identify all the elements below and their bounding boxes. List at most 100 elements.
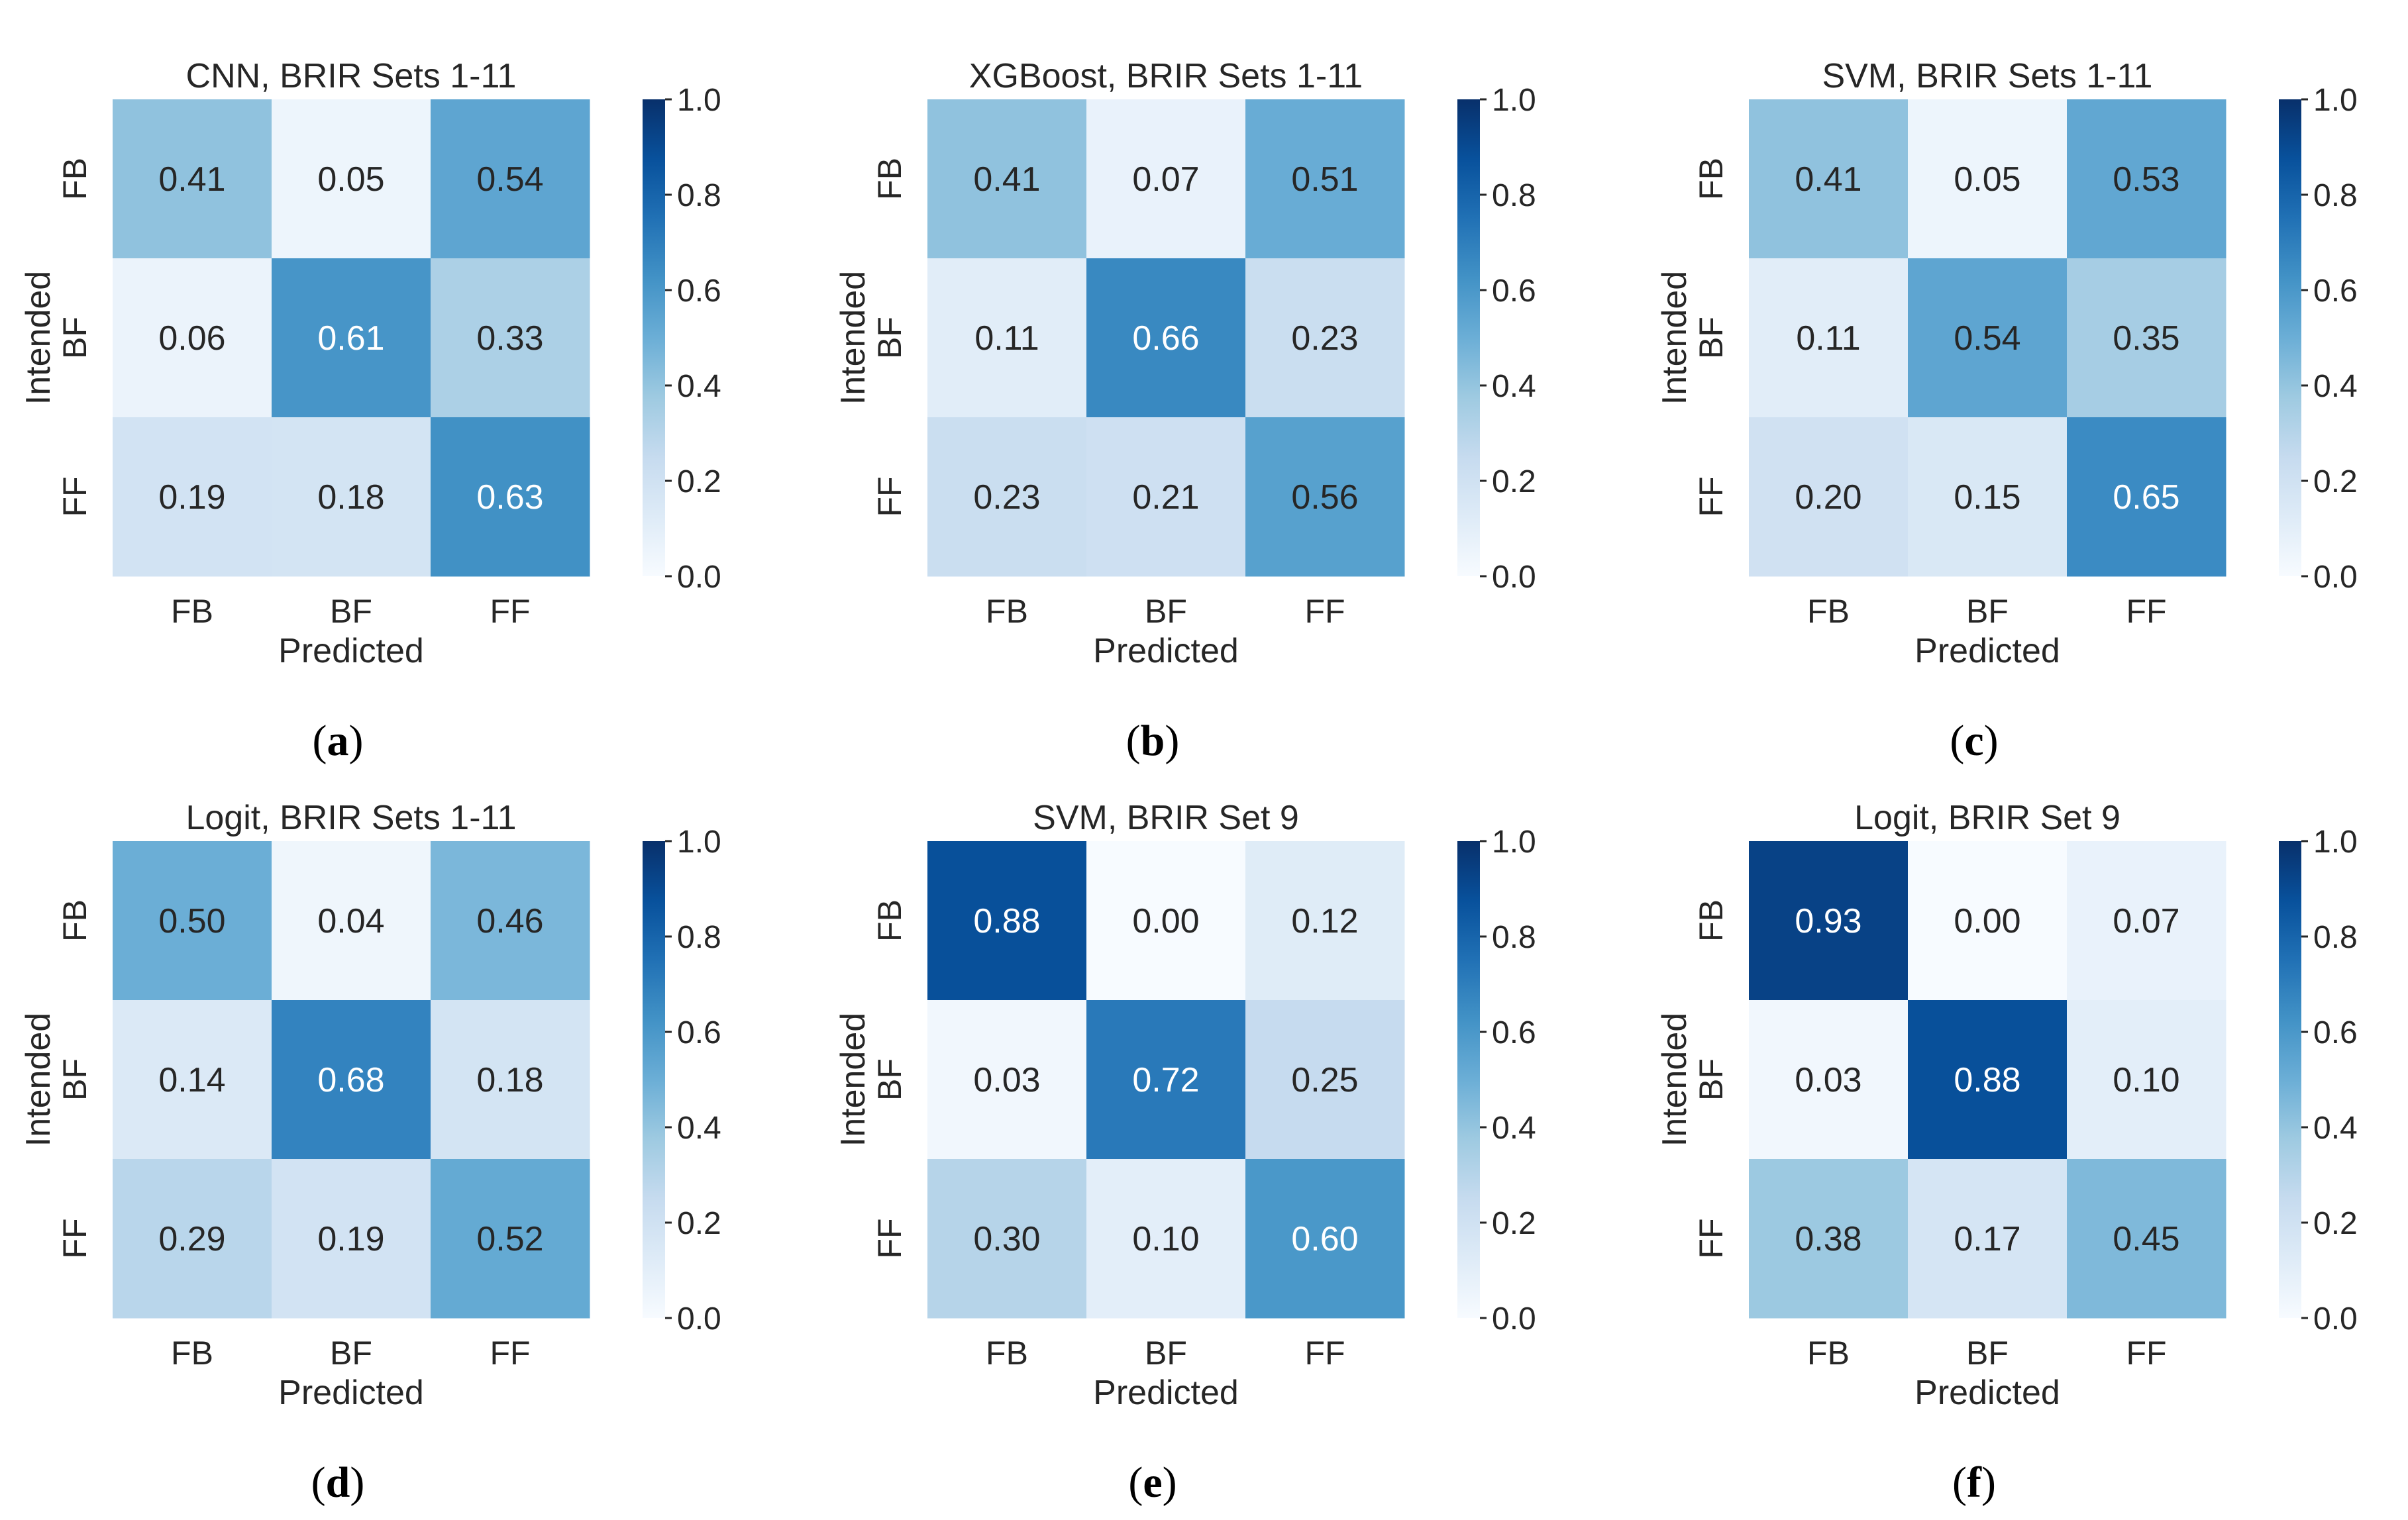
cell-value-label: 0.66 [1132, 319, 1199, 358]
y-tick-label: BF [56, 1058, 93, 1101]
panel-caption-letter: a [327, 717, 349, 765]
cell-value-label: 0.65 [2113, 478, 2179, 517]
colorbar-tick-label: 0.8 [677, 178, 721, 213]
chart-title: Logit, BRIR Set 9 [1854, 799, 2120, 837]
colorbar-tick-label: 0.4 [2313, 369, 2358, 404]
y-axis-label: Intended [1655, 271, 1694, 405]
y-tick-label: FB [1693, 158, 1730, 200]
heatmap-cell [2067, 258, 2226, 418]
y-tick-label: FB [56, 899, 93, 942]
panel-caption: (c) [1950, 717, 1998, 765]
heatmap-cell [1245, 258, 1405, 418]
y-tick-label: FB [871, 158, 908, 200]
y-tick-label: BF [56, 317, 93, 359]
cell-value-label: 0.00 [1132, 902, 1199, 940]
cell-value-label: 0.11 [1796, 319, 1860, 358]
heatmap-cell [1749, 841, 1909, 1001]
heatmap-cell [1086, 1000, 1246, 1160]
colorbar-tick-label: 0.6 [2313, 274, 2358, 309]
panel-caption: (d) [311, 1458, 365, 1507]
panel-caption-letter: c [1964, 717, 1983, 765]
heatmap-cell [1749, 1000, 1909, 1160]
heatmap-panel-d: Logit, BRIR Sets 1-11 0.50 0.04 0.46 0.14 0.6… [19, 799, 721, 1507]
cell-value-label: 0.33 [476, 319, 543, 358]
cell-value-label: 0.15 [1954, 478, 2020, 517]
colorbar-tick-label: 0.8 [677, 920, 721, 955]
colorbar-tick-label: 1.0 [677, 825, 721, 860]
colorbar-tick-label: 0.6 [2313, 1015, 2358, 1050]
cell-value-label: 0.41 [1795, 160, 1861, 199]
cell-value-label: 0.45 [2113, 1220, 2179, 1258]
x-axis-label: Predicted [1914, 1374, 2060, 1412]
y-tick-label: BF [871, 317, 908, 359]
heatmap-cell [431, 1159, 590, 1319]
heatmap-cell [113, 99, 272, 259]
cell-value-label: 0.17 [1954, 1220, 2020, 1258]
colorbar-tick-label: 0.4 [1492, 369, 1536, 404]
colorbar-tick-label: 0.8 [2313, 178, 2358, 213]
cell-value-label: 0.51 [1291, 160, 1358, 199]
colorbar [643, 841, 665, 1318]
cell-value-label: 0.10 [1132, 1220, 1199, 1258]
panel-caption: (a) [313, 717, 364, 765]
x-axis-label: Predicted [278, 632, 424, 670]
cell-value-label: 0.54 [1954, 319, 2020, 358]
cell-value-label: 0.18 [476, 1061, 543, 1099]
colorbar [643, 99, 665, 576]
cell-value-label: 0.68 [317, 1061, 384, 1099]
heatmap-panel-f: Logit, BRIR Set 9 0.93 0.00 0.07 0.03 0.88 0.1… [1655, 799, 2358, 1507]
cell-value-label: 0.19 [317, 1220, 384, 1258]
colorbar-tick-label: 0.2 [1492, 1206, 1536, 1241]
y-tick-label: BF [871, 1058, 908, 1101]
x-tick-label: FF [490, 1335, 530, 1372]
x-tick-label: BF [1966, 593, 2009, 630]
colorbar-tick-label: 0.4 [1492, 1111, 1536, 1146]
y-tick-label: FF [871, 1218, 908, 1258]
colorbar [2279, 99, 2301, 576]
cell-value-label: 0.12 [1291, 902, 1358, 940]
colorbar-tick-label: 0.2 [677, 464, 721, 499]
x-tick-label: FB [986, 1335, 1028, 1372]
colorbar-tick-label: 0.0 [677, 560, 721, 595]
y-tick-label: BF [1693, 317, 1730, 359]
cell-value-label: 0.29 [158, 1220, 225, 1258]
colorbar-tick-label: 0.8 [1492, 178, 1536, 213]
heatmap-cell [927, 1159, 1087, 1319]
cell-value-label: 0.61 [317, 319, 384, 358]
cell-value-label: 0.30 [973, 1220, 1040, 1258]
x-tick-label: FB [1807, 1335, 1850, 1372]
cell-value-label: 0.56 [1291, 478, 1358, 517]
heatmap-cell [431, 258, 590, 418]
cell-value-label: 0.41 [973, 160, 1040, 199]
heatmap-cell [431, 99, 590, 259]
heatmap-cell [1908, 99, 2068, 259]
colorbar-tick-label: 1.0 [677, 83, 721, 118]
heatmap-cell [272, 417, 431, 577]
colorbar-tick-label: 0.6 [1492, 1015, 1536, 1050]
heatmap-panel-a: CNN, BRIR Sets 1-11 0.41 0.05 0.54 0.06 0.61 0… [19, 57, 721, 765]
x-tick-label: BF [1145, 1335, 1187, 1372]
x-tick-label: FB [1807, 593, 1850, 630]
heatmap-cell [2067, 841, 2226, 1001]
x-axis-label: Predicted [1093, 1374, 1239, 1412]
cell-value-label: 0.54 [476, 160, 543, 199]
heatmap-panel-b: XGBoost, BRIR Sets 1-11 0.41 0.07 0.51 0.11 0… [834, 57, 1536, 765]
colorbar-tick-label: 0.0 [2313, 1301, 2358, 1337]
heatmap-cell [1908, 258, 2068, 418]
panel-caption: (f) [1952, 1458, 1996, 1507]
colorbar-tick-label: 1.0 [2313, 825, 2358, 860]
heatmap-cell [113, 1159, 272, 1319]
x-tick-label: FB [171, 593, 213, 630]
heatmap-cell [431, 1000, 590, 1160]
heatmap-cell [1749, 1159, 1909, 1319]
heatmap-cell [1908, 841, 2068, 1001]
cell-value-label: 0.23 [1291, 319, 1358, 358]
heatmap-cell [1749, 258, 1909, 418]
heatmap-cell [272, 1000, 431, 1160]
heatmap-cell [113, 417, 272, 577]
cell-value-label: 0.38 [1795, 1220, 1861, 1258]
cell-value-label: 0.41 [158, 160, 225, 199]
x-tick-label: BF [330, 593, 372, 630]
x-tick-label: FF [2126, 1335, 2166, 1372]
